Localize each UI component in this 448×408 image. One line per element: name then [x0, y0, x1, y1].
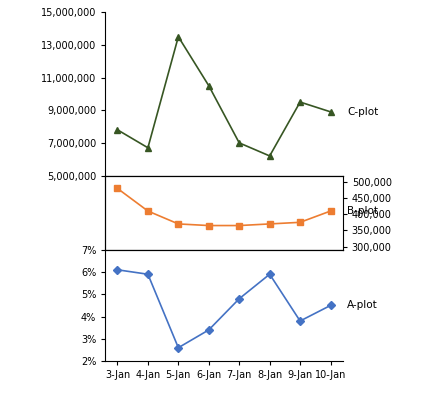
Text: B-plot: B-plot — [347, 206, 378, 216]
Text: A-plot: A-plot — [347, 300, 378, 310]
Text: C-plot: C-plot — [347, 107, 379, 117]
